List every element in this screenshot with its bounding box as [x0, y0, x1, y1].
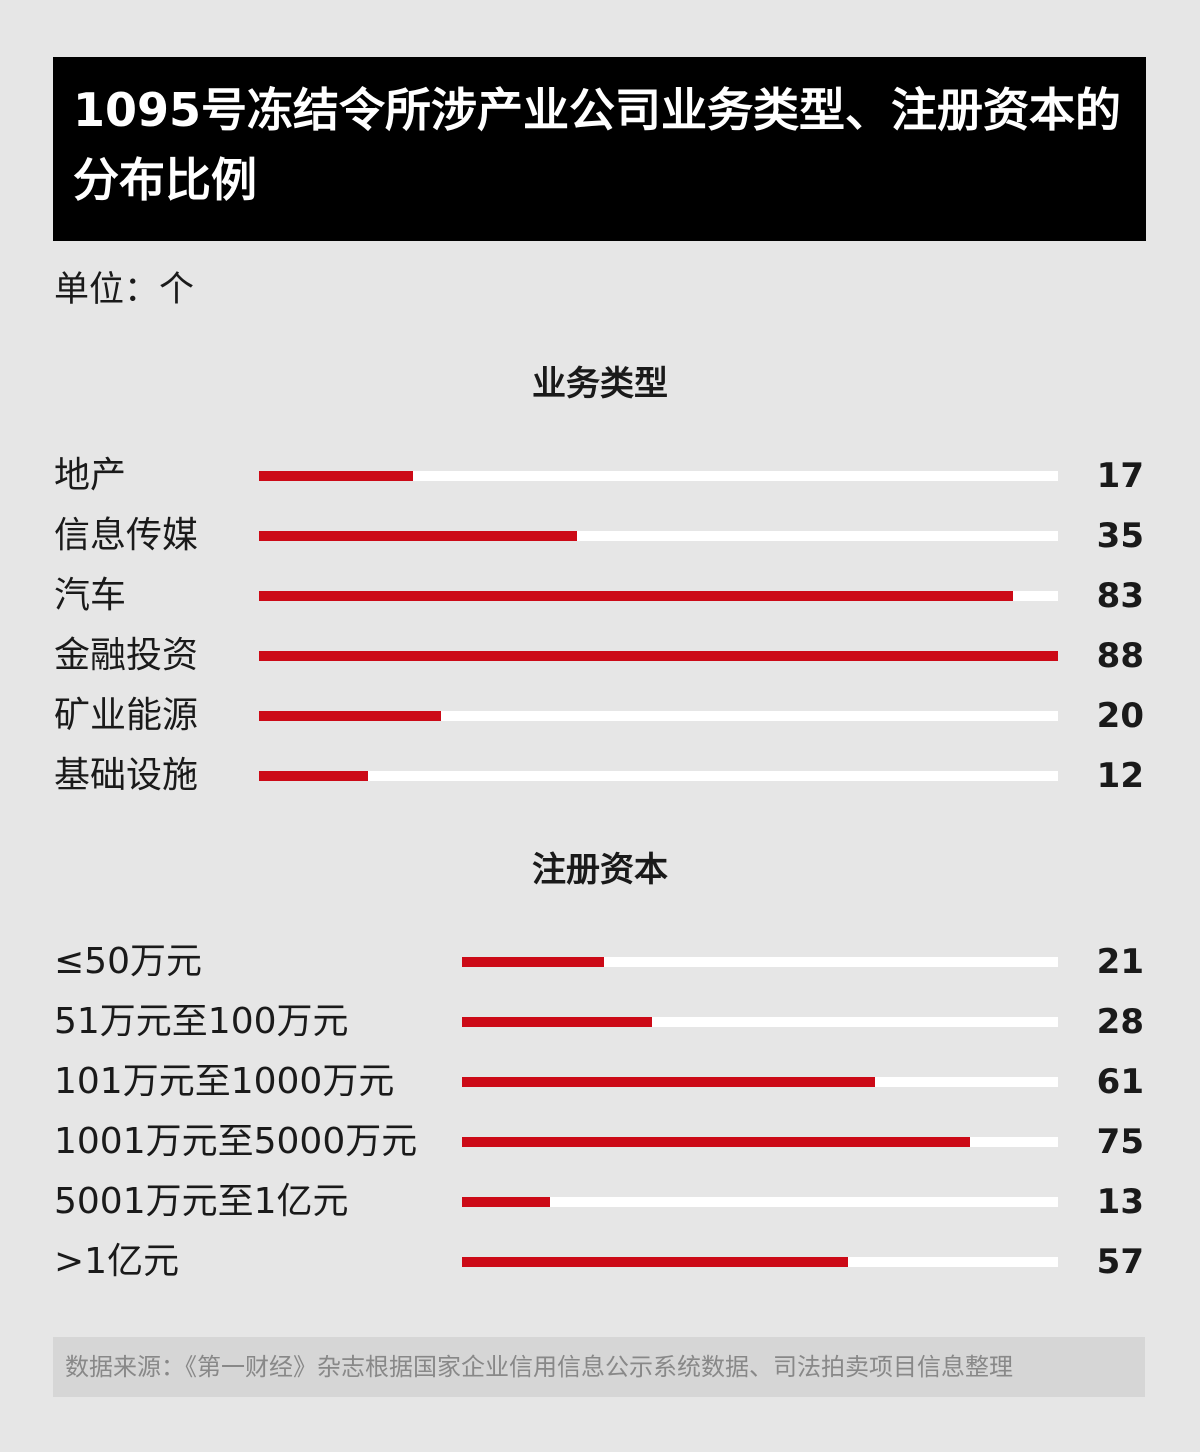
- registered-capital-category-label: >1亿元: [54, 1241, 180, 1282]
- section-title-registered-capital: 注册资本: [532, 850, 668, 890]
- unit-label: 单位：个: [54, 270, 195, 310]
- business-type-row: 基础设施 12: [0, 746, 1200, 806]
- business-type-value-label: 12: [1096, 756, 1144, 796]
- business-type-category-label: 金融投资: [54, 635, 199, 676]
- business-type-value-label: 83: [1096, 576, 1144, 616]
- registered-capital-bar-track: [462, 957, 1058, 967]
- business-type-row: 信息传媒 35: [0, 506, 1200, 566]
- business-type-bar-track: [259, 531, 1058, 541]
- registered-capital-row: ≤50万元 21: [0, 932, 1200, 992]
- business-type-value-label: 88: [1096, 636, 1144, 676]
- registered-capital-row: 101万元至1000万元 61: [0, 1052, 1200, 1112]
- business-type-row: 汽车 83: [0, 566, 1200, 626]
- registered-capital-bar-track: [462, 1017, 1058, 1027]
- section-title-business-type: 业务类型: [532, 364, 668, 404]
- registered-capital-row: >1亿元 57: [0, 1232, 1200, 1292]
- business-type-row: 地产 17: [0, 446, 1200, 506]
- registered-capital-value-label: 75: [1096, 1122, 1144, 1162]
- registered-capital-category-label: 5001万元至1亿元: [54, 1181, 349, 1222]
- registered-capital-row: 1001万元至5000万元 75: [0, 1112, 1200, 1172]
- title-banner: 1095号冻结令所涉产业公司业务类型、注册资本的分布比例: [53, 57, 1146, 241]
- business-type-row: 矿业能源 20: [0, 686, 1200, 746]
- registered-capital-value-label: 57: [1096, 1242, 1144, 1282]
- registered-capital-value-label: 21: [1096, 942, 1144, 982]
- business-type-bar-track: [259, 591, 1058, 601]
- source-footer: 数据来源：《第一财经》杂志根据国家企业信用信息公示系统数据、司法拍卖项目信息整理: [53, 1337, 1145, 1397]
- business-type-category-label: 信息传媒: [54, 515, 199, 556]
- registered-capital-category-label: 101万元至1000万元: [54, 1061, 395, 1102]
- registered-capital-category-label: ≤50万元: [54, 941, 202, 982]
- business-type-bar-track: [259, 711, 1058, 721]
- registered-capital-bar: [462, 1077, 876, 1087]
- business-type-bar: [259, 651, 1058, 661]
- registered-capital-bar: [462, 1257, 849, 1267]
- registered-capital-row: 51万元至100万元 28: [0, 992, 1200, 1052]
- business-type-category-label: 地产: [54, 455, 127, 496]
- source-text: 数据来源：《第一财经》杂志根据国家企业信用信息公示系统数据、司法拍卖项目信息整理: [65, 1353, 1013, 1381]
- registered-capital-value-label: 13: [1096, 1182, 1144, 1222]
- business-type-bar-track: [259, 771, 1058, 781]
- business-type-value-label: 35: [1096, 516, 1144, 556]
- registered-capital-row: 5001万元至1亿元 13: [0, 1172, 1200, 1232]
- business-type-category-label: 矿业能源: [54, 695, 199, 736]
- business-type-bar: [259, 771, 368, 781]
- business-type-category-label: 汽车: [54, 575, 127, 616]
- business-type-bar: [259, 471, 414, 481]
- registered-capital-category-label: 51万元至100万元: [54, 1001, 349, 1042]
- registered-capital-bar: [462, 1137, 970, 1147]
- registered-capital-category-label: 1001万元至5000万元: [54, 1121, 418, 1162]
- business-type-value-label: 20: [1096, 696, 1144, 736]
- business-type-row: 金融投资 88: [0, 626, 1200, 686]
- business-type-category-label: 基础设施: [54, 755, 199, 796]
- business-type-bar: [259, 531, 577, 541]
- business-type-bar-track: [259, 651, 1058, 661]
- registered-capital-bar: [462, 957, 605, 967]
- registered-capital-bar-track: [462, 1137, 1058, 1147]
- registered-capital-bar-track: [462, 1257, 1058, 1267]
- chart-title: 1095号冻结令所涉产业公司业务类型、注册资本的分布比例: [73, 83, 1122, 207]
- business-type-value-label: 17: [1096, 456, 1144, 496]
- registered-capital-value-label: 61: [1096, 1062, 1144, 1102]
- registered-capital-bar-track: [462, 1197, 1058, 1207]
- registered-capital-bar: [462, 1197, 551, 1207]
- business-type-bar: [259, 711, 441, 721]
- business-type-bar-track: [259, 471, 1058, 481]
- registered-capital-bar: [462, 1017, 652, 1027]
- business-type-bar: [259, 591, 1013, 601]
- registered-capital-bar-track: [462, 1077, 1058, 1087]
- registered-capital-value-label: 28: [1096, 1002, 1144, 1042]
